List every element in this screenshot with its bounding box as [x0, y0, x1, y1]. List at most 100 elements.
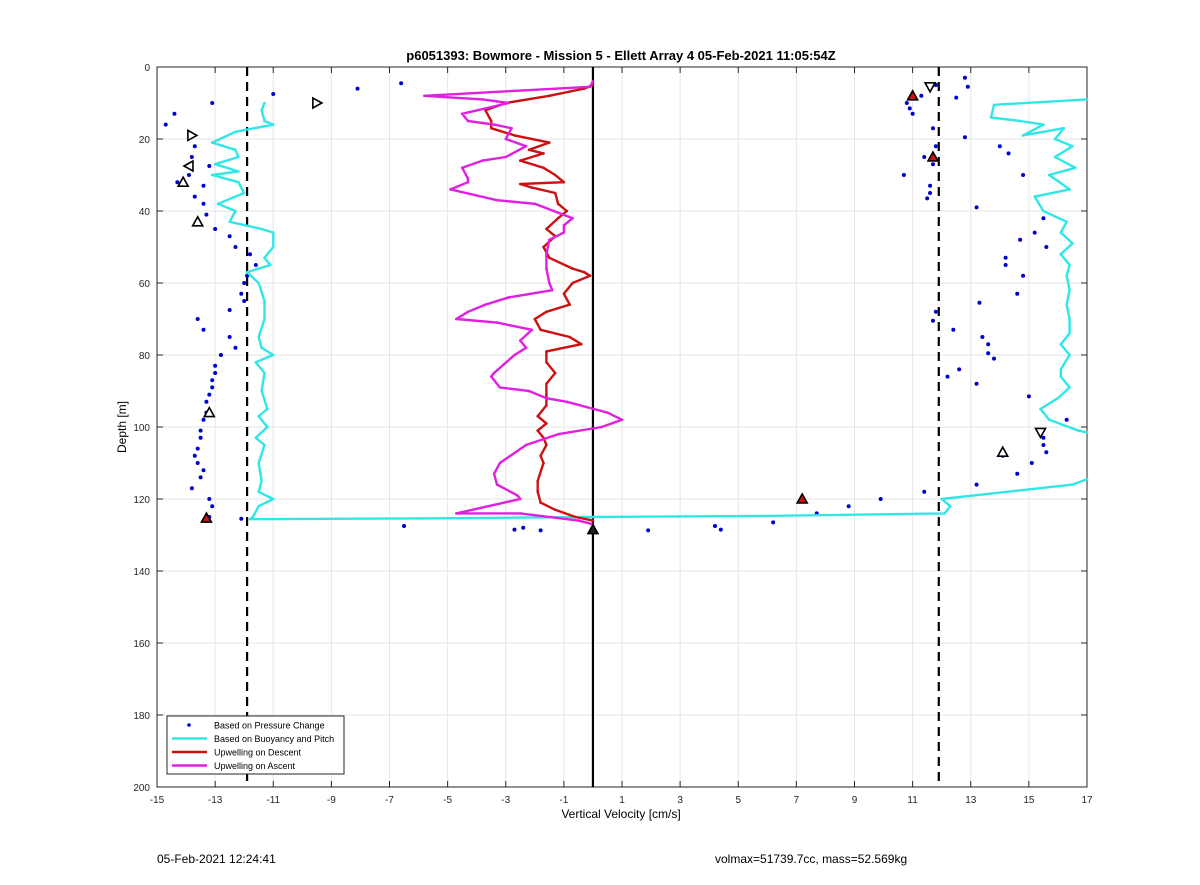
series-vertex — [524, 346, 528, 350]
pressure-point — [951, 327, 956, 332]
pressure-point — [933, 309, 938, 314]
pressure-point — [907, 106, 912, 111]
pressure-point — [399, 81, 404, 86]
y-tick-label: 40 — [139, 207, 151, 218]
series-vertex — [237, 170, 240, 173]
x-tick-label: 5 — [735, 795, 741, 806]
series-vertex — [989, 116, 993, 119]
series-vertex — [553, 508, 557, 512]
series-vertex — [492, 123, 496, 126]
series-vertex — [228, 220, 231, 224]
series-vertex — [513, 353, 516, 357]
pressure-point — [980, 335, 985, 339]
triangle-down-marker — [923, 82, 937, 94]
legend-label: Upwelling on Descent — [214, 748, 302, 758]
series-vertex — [1053, 137, 1057, 141]
y-tick-label: 200 — [133, 783, 150, 794]
y-tick-label: 80 — [139, 351, 151, 362]
triangle-up-marker — [906, 89, 919, 101]
series-vertex — [1065, 274, 1068, 278]
x-tick-label: 17 — [1081, 795, 1093, 806]
pressure-point — [928, 183, 933, 188]
series-vertex — [498, 386, 502, 389]
series-vertex — [257, 504, 261, 508]
pressure-point — [355, 86, 360, 91]
series-vertex — [1071, 242, 1074, 245]
pressure-point — [189, 486, 194, 491]
series-vertex — [516, 494, 519, 497]
series-vertex — [510, 126, 513, 130]
series-vertex — [620, 418, 624, 422]
series-vertex — [943, 512, 946, 515]
series-vertex — [1065, 303, 1068, 306]
pressure-point — [239, 516, 244, 521]
pressure-point — [186, 173, 191, 177]
pressure-point — [192, 144, 197, 149]
series-vertex — [1047, 418, 1051, 422]
series-vertex — [495, 483, 499, 486]
pressure-point — [227, 335, 232, 339]
pressure-point — [1041, 216, 1046, 221]
series-vertex — [1059, 342, 1063, 346]
x-tick-label: 11 — [907, 795, 918, 806]
pressure-point — [233, 245, 238, 249]
pressure-point — [1018, 237, 1023, 242]
series-vertex — [545, 393, 548, 396]
triangle-up-marker — [176, 175, 190, 187]
series-vertex — [260, 108, 263, 112]
series-vertex — [536, 414, 540, 418]
pressure-point — [974, 482, 979, 487]
series-vertex — [257, 414, 261, 418]
pressure-point — [538, 528, 543, 533]
series-vertex — [548, 281, 551, 285]
series-vertex — [580, 342, 583, 346]
series-vertex — [263, 256, 266, 260]
pressure-point — [919, 93, 924, 98]
series-vertex — [260, 389, 263, 393]
series-vertex — [530, 186, 534, 189]
pressure-point — [910, 111, 915, 116]
series-vertex — [545, 360, 548, 364]
series-vertex — [507, 101, 510, 105]
series-vertex — [1059, 231, 1063, 234]
pressure-point — [192, 453, 197, 458]
y-tick-label: 120 — [133, 495, 150, 506]
series-vertex — [504, 137, 508, 141]
series-vertex — [1085, 477, 1089, 481]
pressure-point — [210, 101, 215, 105]
pressure-point — [646, 528, 651, 533]
pressure-point — [175, 180, 180, 185]
series-vertex — [562, 224, 566, 227]
series-vertex — [565, 209, 569, 213]
series-vertex — [539, 454, 542, 458]
series-vertex — [553, 191, 557, 195]
series-vertex — [257, 335, 261, 339]
series-vertex — [568, 303, 571, 306]
pressure-point — [213, 371, 218, 375]
series-vertex — [542, 166, 545, 170]
pressure-point — [271, 92, 276, 96]
series-vertex — [565, 400, 569, 404]
pressure-point — [245, 273, 250, 278]
pressure-point — [1021, 173, 1026, 177]
series-vertex — [548, 94, 551, 98]
pressure-point — [207, 164, 212, 168]
pressure-point — [930, 162, 935, 167]
series-vertex — [481, 98, 484, 101]
series-vertex — [417, 517, 420, 520]
series-vertex — [449, 188, 452, 191]
pressure-point — [925, 196, 930, 201]
pressure-point — [512, 527, 517, 532]
series-vertex — [548, 256, 551, 260]
series-vertex — [1068, 188, 1071, 191]
pressure-point — [930, 126, 935, 131]
series-vertex — [545, 267, 548, 270]
x-tick-label: 15 — [1023, 795, 1035, 806]
pressure-point — [1041, 443, 1046, 447]
triangle-right-marker — [312, 96, 324, 110]
pressure-point — [521, 525, 526, 530]
x-tick-label: -5 — [443, 795, 452, 806]
pressure-point — [974, 205, 979, 210]
pressure-point — [239, 291, 244, 296]
